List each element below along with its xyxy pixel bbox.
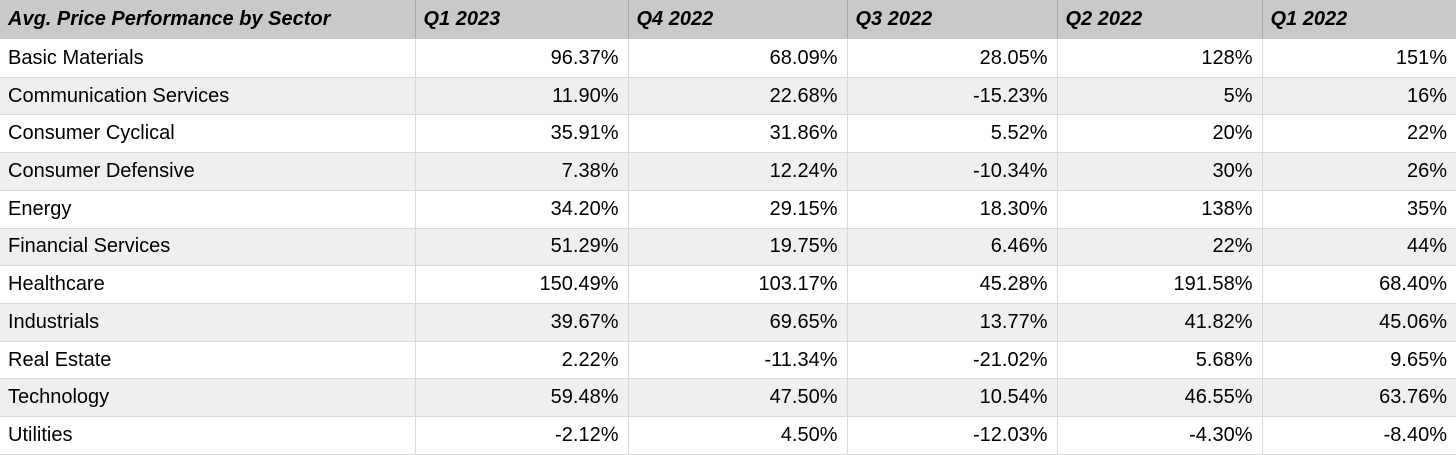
value-cell: -12.03% (847, 416, 1058, 455)
value-cell: 9.65% (1262, 341, 1456, 380)
value-cell: 128% (1057, 39, 1263, 78)
column-header-q4-2022: Q4 2022 (628, 0, 848, 40)
value-cell: -11.34% (628, 341, 848, 380)
table-row: Healthcare 150.49% 103.17% 45.28% 191.58% 68.… (0, 265, 1456, 305)
table-body: Basic Materials 96.37% 68.09% 28.05% 128% 151… (0, 39, 1456, 455)
sector-cell: Consumer Cyclical (0, 114, 416, 154)
value-cell: -2.12% (415, 416, 629, 455)
value-cell: 13.77% (847, 303, 1058, 342)
value-cell: 30% (1057, 152, 1263, 191)
value-cell: 29.15% (628, 190, 848, 229)
table-row: Financial Services 51.29% 19.75% 6.46% 22% 44… (0, 228, 1456, 267)
sector-cell: Basic Materials (0, 39, 416, 78)
column-header-q3-2022: Q3 2022 (847, 0, 1058, 40)
table-row: Energy 34.20% 29.15% 18.30% 138% 35% (0, 190, 1456, 229)
value-cell: 45.06% (1262, 303, 1456, 342)
column-header-q1-2023: Q1 2023 (415, 0, 629, 40)
value-cell: 31.86% (628, 114, 848, 154)
value-cell: 51.29% (415, 228, 629, 267)
value-cell: 41.82% (1057, 303, 1263, 342)
value-cell: 5% (1057, 77, 1263, 116)
sector-cell: Industrials (0, 303, 416, 342)
value-cell: 151% (1262, 39, 1456, 78)
value-cell: 46.55% (1057, 378, 1263, 418)
column-header-q2-2022: Q2 2022 (1057, 0, 1263, 40)
table-row: Consumer Cyclical 35.91% 31.86% 5.52% 20% 22% (0, 114, 1456, 154)
sector-cell: Healthcare (0, 265, 416, 305)
value-cell: 68.40% (1262, 265, 1456, 305)
value-cell: 68.09% (628, 39, 848, 78)
value-cell: 47.50% (628, 378, 848, 418)
value-cell: -4.30% (1057, 416, 1263, 455)
table-row: Real Estate 2.22% -11.34% -21.02% 5.68% 9.65% (0, 341, 1456, 380)
table-row: Utilities -2.12% 4.50% -12.03% -4.30% -8.40% (0, 416, 1456, 455)
sector-cell: Real Estate (0, 341, 416, 380)
value-cell: 6.46% (847, 228, 1058, 267)
sector-cell: Financial Services (0, 228, 416, 267)
value-cell: -21.02% (847, 341, 1058, 380)
value-cell: -15.23% (847, 77, 1058, 116)
value-cell: 12.24% (628, 152, 848, 191)
table-row: Technology 59.48% 47.50% 10.54% 46.55% 63.76% (0, 378, 1456, 418)
value-cell: 16% (1262, 77, 1456, 116)
value-cell: 20% (1057, 114, 1263, 154)
value-cell: 103.17% (628, 265, 848, 305)
value-cell: 2.22% (415, 341, 629, 380)
table-row: Industrials 39.67% 69.65% 13.77% 41.82% 45.06… (0, 303, 1456, 342)
value-cell: 150.49% (415, 265, 629, 305)
sector-cell: Communication Services (0, 77, 416, 116)
value-cell: 63.76% (1262, 378, 1456, 418)
value-cell: 10.54% (847, 378, 1058, 418)
value-cell: 35.91% (415, 114, 629, 154)
value-cell: 4.50% (628, 416, 848, 455)
sector-cell: Consumer Defensive (0, 152, 416, 191)
value-cell: 11.90% (415, 77, 629, 116)
column-header-q1-2022: Q1 2022 (1262, 0, 1456, 40)
value-cell: 138% (1057, 190, 1263, 229)
value-cell: 191.58% (1057, 265, 1263, 305)
value-cell: -8.40% (1262, 416, 1456, 455)
value-cell: 22.68% (628, 77, 848, 116)
value-cell: 28.05% (847, 39, 1058, 78)
table-row: Communication Services 11.90% 22.68% -15.23… (0, 77, 1456, 116)
value-cell: 96.37% (415, 39, 629, 78)
column-header-sector: Avg. Price Performance by Sector (0, 0, 416, 40)
value-cell: 59.48% (415, 378, 629, 418)
value-cell: 35% (1262, 190, 1456, 229)
value-cell: 7.38% (415, 152, 629, 191)
value-cell: 39.67% (415, 303, 629, 342)
table-row: Basic Materials 96.37% 68.09% 28.05% 128% 151… (0, 39, 1456, 78)
value-cell: 69.65% (628, 303, 848, 342)
sector-cell: Utilities (0, 416, 416, 455)
value-cell: 19.75% (628, 228, 848, 267)
value-cell: 5.52% (847, 114, 1058, 154)
value-cell: 5.68% (1057, 341, 1263, 380)
value-cell: 45.28% (847, 265, 1058, 305)
value-cell: 34.20% (415, 190, 629, 229)
table-row: Consumer Defensive 7.38% 12.24% -10.34% 30% 2… (0, 152, 1456, 191)
header-row: Avg. Price Performance by Sector Q1 2023… (0, 0, 1456, 40)
value-cell: 18.30% (847, 190, 1058, 229)
value-cell: 22% (1057, 228, 1263, 267)
value-cell: -10.34% (847, 152, 1058, 191)
value-cell: 22% (1262, 114, 1456, 154)
value-cell: 26% (1262, 152, 1456, 191)
sector-cell: Energy (0, 190, 416, 229)
sector-cell: Technology (0, 378, 416, 418)
value-cell: 44% (1262, 228, 1456, 267)
